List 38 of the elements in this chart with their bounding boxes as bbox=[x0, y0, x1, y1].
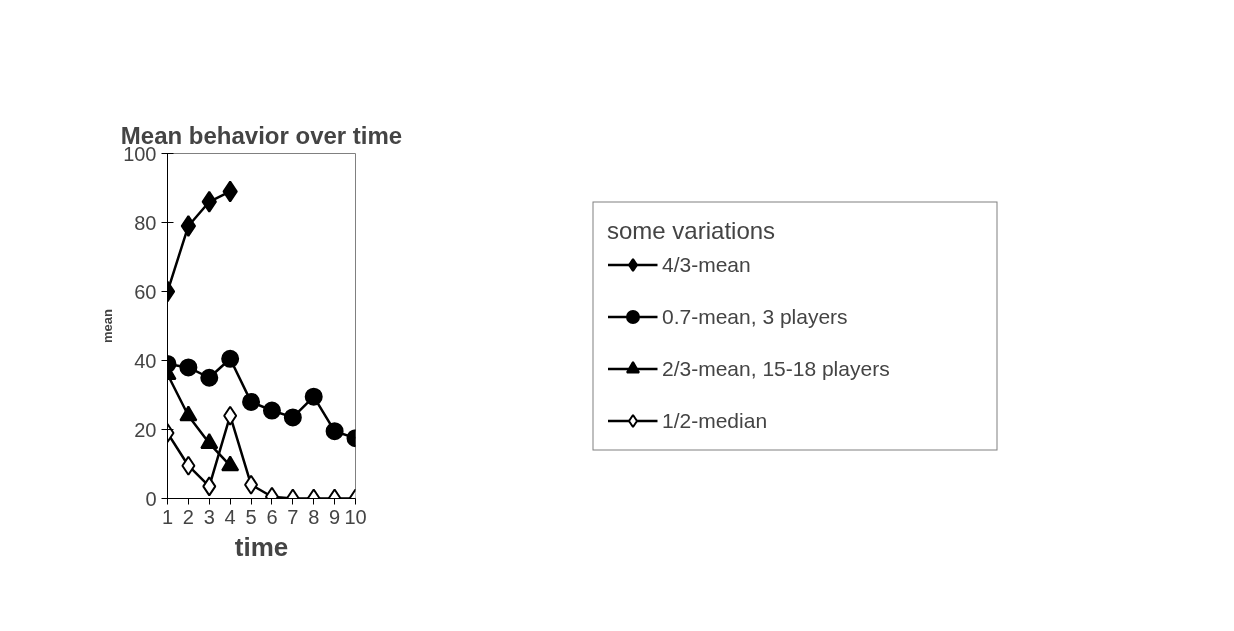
legend-label: 4/3-mean bbox=[662, 252, 752, 276]
point bbox=[180, 214, 197, 237]
x-tick-label: 3 bbox=[203, 505, 215, 528]
point bbox=[179, 358, 198, 377]
point bbox=[221, 349, 240, 368]
y-tick-label: 40 bbox=[134, 349, 157, 372]
y-tick-label: 0 bbox=[145, 487, 157, 510]
point bbox=[202, 476, 217, 497]
x-tick-label: 7 bbox=[287, 505, 299, 528]
legend-title: some variations bbox=[607, 216, 777, 244]
x-tick-label: 1 bbox=[161, 505, 174, 528]
point bbox=[283, 408, 302, 427]
point bbox=[304, 387, 323, 406]
point bbox=[325, 422, 344, 441]
legend-label: 0.7-mean, 3 players bbox=[662, 304, 849, 328]
point bbox=[200, 368, 219, 387]
legend-label: 1/2-median bbox=[662, 408, 769, 432]
x-tick-label: 5 bbox=[245, 505, 257, 528]
x-tick-label: 8 bbox=[308, 505, 320, 528]
point bbox=[221, 455, 240, 472]
point bbox=[179, 405, 198, 422]
x-tick-label: 6 bbox=[266, 505, 278, 528]
y-tick-label: 20 bbox=[134, 418, 157, 441]
x-tick-label: 2 bbox=[182, 505, 194, 528]
point bbox=[200, 433, 219, 449]
y-tick-label: 80 bbox=[134, 211, 157, 234]
x-tick-label: 9 bbox=[329, 505, 341, 528]
point bbox=[244, 474, 259, 495]
point bbox=[223, 405, 238, 426]
point bbox=[262, 401, 281, 420]
y-axis-title: mean bbox=[100, 308, 116, 343]
x-axis-title: time bbox=[234, 531, 289, 562]
x-tick-label: 4 bbox=[224, 505, 236, 528]
legend-label: 2/3-mean, 15-18 players bbox=[662, 356, 891, 380]
y-tick-label: 60 bbox=[134, 280, 157, 303]
point bbox=[181, 455, 196, 476]
x-tick-label: 10 bbox=[344, 505, 367, 528]
point bbox=[242, 392, 261, 411]
